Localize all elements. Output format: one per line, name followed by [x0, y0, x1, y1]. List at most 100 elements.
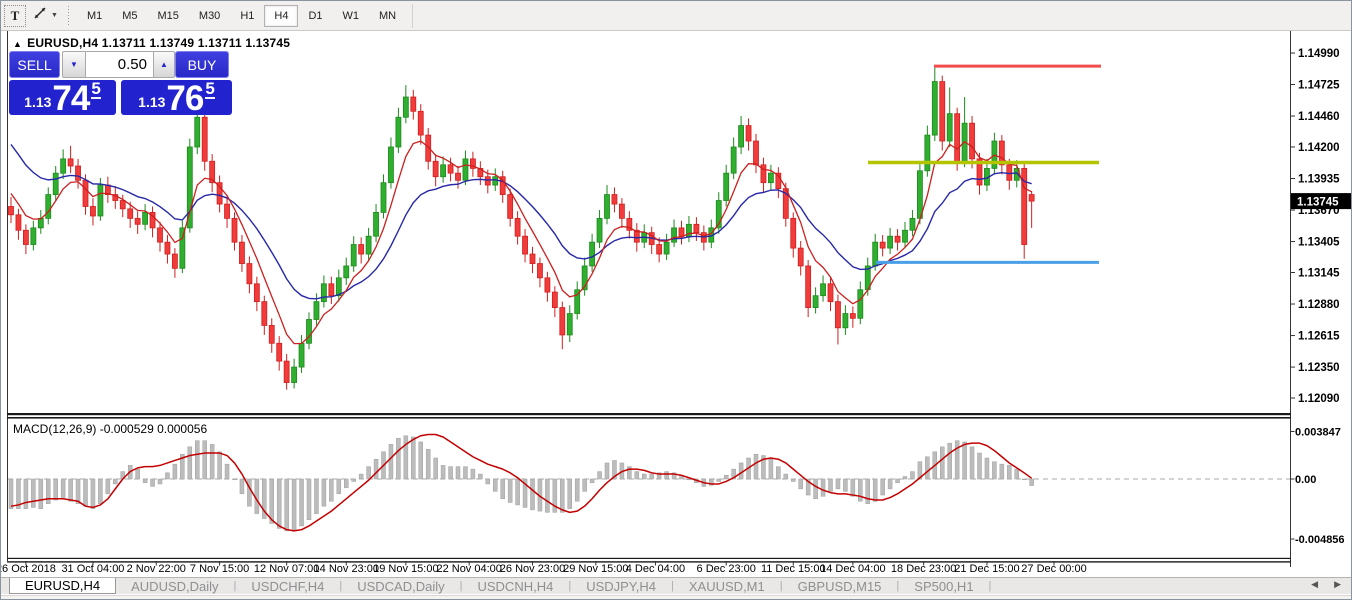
bull-candle: [820, 283, 826, 297]
bull-candle: [574, 289, 581, 314]
macd-histogram-bar: [105, 478, 111, 495]
timeframe-button-m1[interactable]: M1: [86, 9, 103, 22]
timeframe-button-mn[interactable]: MN: [379, 9, 397, 22]
pane-divider-bottom[interactable]: [7, 417, 1291, 419]
bear-candle: [760, 164, 767, 184]
chevron-down-icon[interactable]: ▼: [51, 12, 58, 19]
bear-candle: [544, 277, 551, 293]
date-axis-label: 4 Dec 04:00: [626, 563, 685, 575]
chart-tab-usdcad-daily[interactable]: USDCAD,Daily: [357, 578, 445, 594]
macd-histogram-bar: [351, 478, 356, 482]
bull-candle: [37, 217, 44, 229]
macd-histogram-bar: [1007, 465, 1012, 480]
macd-histogram-bar: [150, 478, 155, 487]
bull-candle: [924, 134, 931, 172]
buy-price-display[interactable]: 1.13 76 5: [121, 79, 232, 119]
date-axis-line: [7, 561, 1291, 563]
macd-histogram-bar: [425, 449, 431, 480]
macd-histogram-bar: [999, 463, 1005, 480]
bull-candle: [97, 184, 104, 217]
bear-candle: [499, 176, 506, 195]
macd-histogram-bar: [843, 478, 848, 492]
volume-decrease-button[interactable]: ▼: [62, 51, 86, 78]
bear-candle: [358, 244, 365, 255]
price-axis: 1.149901.147251.144601.142001.139351.136…: [1290, 48, 1340, 405]
macd-histogram-bar: [835, 478, 841, 490]
text-label-tool-icon[interactable]: T: [4, 4, 26, 27]
tab-scroll-right-icon[interactable]: ▶: [1334, 579, 1341, 589]
chart-tab-audusd-daily[interactable]: AUDUSD,Daily: [131, 578, 219, 594]
chart-tab-sp500-h1[interactable]: SP500,H1: [914, 578, 974, 594]
timeframe-button-m15[interactable]: M15: [157, 9, 179, 22]
bear-candle: [209, 160, 216, 184]
chart-title-ohlc: EURUSD,H4 1.13711 1.13749 1.13711 1.1374…: [27, 36, 291, 50]
timeframe-button-d1[interactable]: D1: [308, 9, 323, 22]
buy-price-pips: 76: [166, 79, 204, 119]
macd-histogram-bar: [783, 473, 789, 480]
chart-tab-xauusd-m1[interactable]: XAUUSD,M1: [688, 578, 765, 594]
tab-separator: |: [671, 580, 674, 592]
bull-candle: [186, 146, 193, 229]
macd-histogram-bar: [239, 478, 245, 495]
bear-candle: [216, 182, 223, 205]
bull-candle: [596, 217, 603, 243]
main-price-pane[interactable]: [8, 64, 1102, 390]
macd-histogram-bar: [411, 436, 416, 480]
price-axis-label: 1.14725: [1298, 80, 1340, 92]
macd-histogram-bar: [895, 478, 900, 483]
bull-candle: [343, 265, 350, 279]
chart-tab-usdchf-h4[interactable]: USDCHF,H4: [251, 578, 325, 594]
buy-button[interactable]: BUY: [175, 51, 229, 78]
bull-candle: [887, 235, 893, 249]
timeframe-button-w1[interactable]: W1: [342, 9, 360, 22]
bear-candle: [90, 206, 96, 217]
bear-candle: [22, 229, 29, 245]
bear-candle: [805, 265, 812, 308]
macd-histogram-bar: [574, 478, 580, 502]
macd-histogram-bar: [768, 458, 774, 480]
macd-histogram-bar: [269, 478, 274, 524]
price-axis-label: 1.13935: [1298, 174, 1340, 186]
chart-tab-gbpusd-m15[interactable]: GBPUSD,M15: [797, 578, 882, 594]
current-price-badge: [1291, 193, 1351, 210]
toolbar-drag-handle[interactable]: [66, 5, 70, 26]
macd-pane[interactable]: [8, 433, 1290, 532]
timeframe-button-m30[interactable]: M30: [198, 9, 221, 22]
tab-separator: |: [988, 580, 992, 592]
bull-candle: [320, 283, 327, 303]
macd-histogram-bar: [314, 478, 319, 514]
pane-divider-top[interactable]: [7, 413, 1291, 416]
macd-histogram-bar: [589, 478, 595, 483]
bull-candle: [730, 146, 737, 174]
sell-button[interactable]: SELL: [9, 51, 60, 78]
timeframe-button-m5[interactable]: M5: [122, 9, 138, 22]
timeframe-button-h1[interactable]: H1: [240, 9, 255, 22]
macd-histogram-bar: [604, 462, 610, 480]
tab-scroll-left-icon[interactable]: ◀: [1311, 579, 1319, 589]
macd-histogram-bar: [977, 452, 982, 480]
one-click-trade-panel: SELL ▼ 0.50 ▲ BUY 1.13 74 5 1.13 76 5: [9, 51, 232, 119]
bear-candle: [551, 291, 558, 308]
chart-tab-usdjpy-h4[interactable]: USDJPY,H4: [586, 578, 657, 594]
volume-input[interactable]: 0.50: [86, 51, 153, 78]
bear-candle: [268, 325, 275, 344]
chart-tab-usdcnh-h4[interactable]: USDCNH,H4: [477, 578, 554, 594]
sell-price-display[interactable]: 1.13 74 5: [9, 80, 116, 116]
macd-histogram-bar: [38, 478, 44, 509]
price-axis-label: 1.12880: [1298, 299, 1340, 311]
crosshair-arrows-tool[interactable]: ▼: [32, 5, 58, 26]
bear-candle: [455, 172, 461, 181]
diagonal-arrows-icon: [32, 5, 48, 26]
macd-histogram-bar: [16, 478, 21, 509]
bear-candle: [171, 253, 178, 269]
bull-candle: [909, 217, 916, 231]
macd-histogram-bar: [656, 472, 662, 480]
timeframe-button-h4[interactable]: H4: [264, 4, 299, 27]
volume-increase-button[interactable]: ▲: [153, 51, 175, 78]
macd-histogram-bar: [113, 478, 118, 485]
chart-tab-eurusd-h4[interactable]: EURUSD,H4: [9, 578, 117, 594]
date-axis-label: 26 Nov 23:00: [500, 563, 565, 575]
bear-candle: [447, 164, 454, 174]
